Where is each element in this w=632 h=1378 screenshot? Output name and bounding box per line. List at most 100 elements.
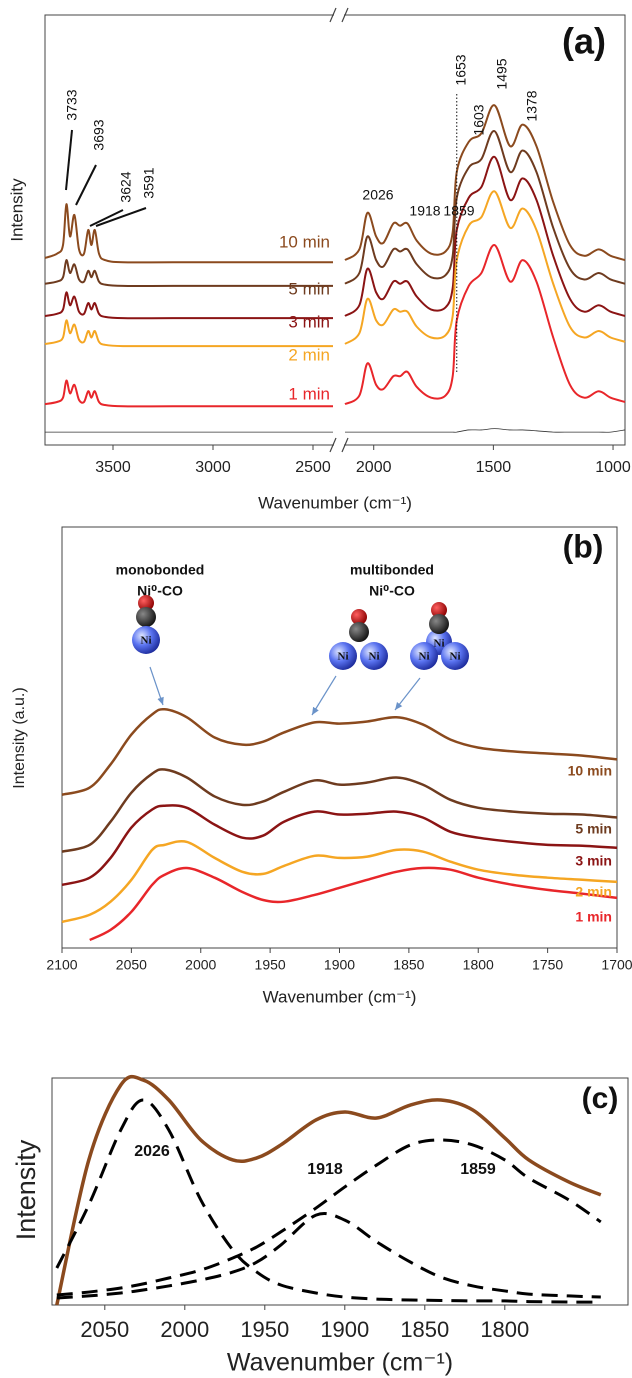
panel-label: (a) (562, 21, 606, 62)
x-tick-label: 1950 (255, 957, 286, 973)
panel-label: (c) (582, 1082, 619, 1115)
series-line (55, 1098, 601, 1304)
plot-frame (51, 1077, 629, 1306)
arrow (394, 677, 421, 711)
peak-label: 1378 (524, 90, 540, 121)
peak-label: 1859 (460, 1161, 496, 1178)
series-line (55, 1074, 602, 1306)
peak-leader (95, 207, 147, 227)
atom-label: Ni (419, 651, 430, 663)
axis-break-gap (334, 443, 344, 447)
atom-label: Ni (369, 651, 380, 663)
x-tick-label: 2100 (46, 957, 77, 973)
x-axis-label: Wavenumber (cm⁻¹) (258, 493, 412, 512)
x-tick-label: 2000 (185, 957, 216, 973)
panel: 2050 2000 1950 1900 1850 1800 Wavenumber (cm⁻¹… (11, 1074, 629, 1377)
annotation-species: Ni⁰-CO (369, 583, 415, 599)
series-line (44, 244, 626, 408)
x-axis-label: Wavenumber (cm⁻¹) (263, 987, 417, 1006)
peak-label: 1859 (443, 203, 474, 219)
x-tick-label: 1750 (532, 957, 563, 973)
x-tick-label: 2000 (356, 459, 392, 476)
x-tick-label: 1800 (463, 957, 494, 973)
peak-leader (75, 164, 97, 206)
y-axis-label: Intensity (a.u.) (11, 687, 28, 788)
series-label: 10 min (568, 763, 612, 779)
x-tick-label: 1800 (480, 1317, 529, 1342)
atom-label: Ni (450, 651, 461, 663)
series-label: 3 min (288, 312, 330, 331)
series-label: 10 min (279, 232, 330, 251)
series-label: 2 min (575, 884, 612, 900)
axis-break-gap (334, 13, 344, 17)
series-line (56, 1138, 602, 1297)
x-tick-label: 1500 (476, 459, 512, 476)
arrow (149, 666, 164, 706)
peak-label: 1918 (307, 1161, 343, 1178)
plot-frame (44, 14, 626, 446)
series-line (44, 155, 626, 320)
annotation-title: monobonded (116, 562, 205, 578)
peak-label: 3624 (118, 171, 134, 202)
y-axis-label: Intensity (7, 178, 26, 242)
peak-leader (89, 209, 124, 227)
series-label: 5 min (288, 279, 330, 298)
series-label: 5 min (575, 821, 612, 837)
peak-label: 1918 (409, 203, 440, 219)
atom-label: Ni (338, 651, 349, 663)
series-line (61, 768, 618, 853)
molecule-hollow: Ni Ni Ni (410, 602, 469, 670)
x-tick-label: 3000 (195, 459, 231, 476)
molecule-mono: Ni (132, 595, 160, 654)
peak-label: 1495 (494, 58, 510, 89)
panel: 2100 2050 2000 1950 1900 1850 1800 1750 1700 Wave… (11, 526, 632, 1006)
series-line (56, 1212, 601, 1300)
axis-break-mark (329, 437, 337, 453)
axis-break-mark (329, 7, 337, 23)
peak-label: 2026 (362, 187, 393, 203)
x-tick-label: 2000 (160, 1317, 209, 1342)
series-line (61, 707, 618, 796)
series-line (44, 190, 626, 348)
series-label: 1 min (575, 909, 612, 925)
panel: 3500 3000 2500 2000 1500 1000 Wavenumber (cm⁻¹… (7, 7, 631, 512)
peak-label: 2026 (134, 1143, 170, 1160)
peak-label: 1603 (471, 104, 487, 135)
series-line (89, 866, 618, 942)
annotation-title: multibonded (350, 562, 434, 578)
peak-label: 3693 (91, 119, 107, 150)
annotation-species: Ni⁰-CO (137, 583, 183, 599)
arrow (311, 675, 337, 716)
x-tick-label: 1000 (595, 459, 631, 476)
x-tick-label: 2050 (80, 1317, 129, 1342)
series-label: 1 min (288, 384, 330, 403)
y-axis-label: Intensity (11, 1139, 41, 1240)
atom-label: Ni (434, 638, 445, 650)
peak-label: 3591 (141, 167, 157, 198)
peak-label: 3733 (64, 89, 80, 120)
x-tick-label: 1850 (400, 1317, 449, 1342)
axis-break-mark (341, 437, 349, 453)
panel-label: (b) (563, 528, 604, 564)
x-axis-label: Wavenumber (cm⁻¹) (227, 1349, 453, 1377)
series-label: 2 min (288, 345, 330, 364)
series-line (44, 130, 626, 287)
molecule-bridge: Ni Ni (329, 609, 388, 670)
series-label: 3 min (575, 853, 612, 869)
x-tick-label: 3500 (95, 459, 131, 476)
x-tick-label: 1700 (601, 957, 632, 973)
atom-label: Ni (141, 635, 152, 647)
peak-label: 1653 (453, 54, 469, 85)
x-tick-label: 1850 (393, 957, 424, 973)
x-tick-label: 1900 (324, 957, 355, 973)
series-line (45, 428, 626, 433)
x-tick-label: 1900 (320, 1317, 369, 1342)
axis-break-mark (341, 7, 349, 23)
x-tick-label: 1950 (240, 1317, 289, 1342)
annotations-b: monobonded Ni⁰-CO multibonded Ni⁰-CO Ni … (116, 562, 469, 716)
series-line (61, 840, 618, 924)
series-line (61, 804, 618, 887)
peak-leader (65, 129, 73, 191)
